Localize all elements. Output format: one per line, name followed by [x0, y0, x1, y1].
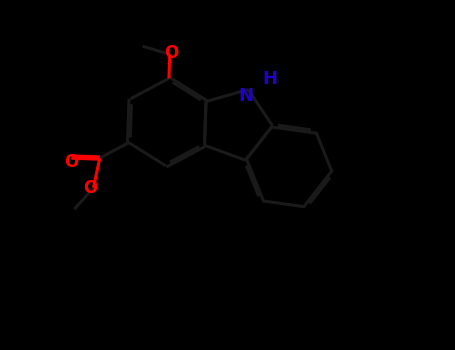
Text: O: O: [164, 44, 179, 62]
Text: O: O: [64, 153, 79, 171]
Text: O: O: [83, 179, 97, 197]
Text: H: H: [263, 70, 278, 88]
Text: N: N: [238, 87, 253, 105]
